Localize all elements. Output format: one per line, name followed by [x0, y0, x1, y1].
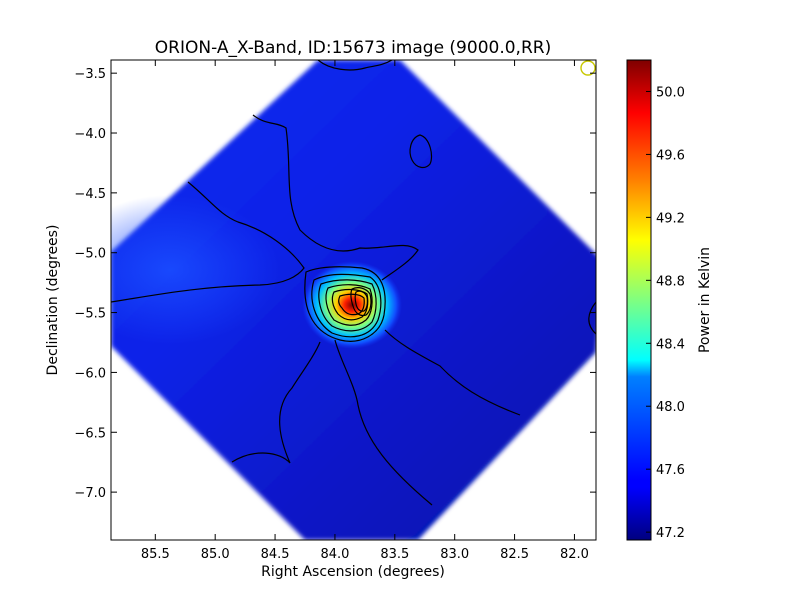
x-tick-label: 85.0 [201, 547, 230, 562]
x-tick-label: 85.5 [141, 547, 170, 562]
colorbar-tick-label: 49.6 [656, 148, 685, 163]
colorbar-tick-label: 47.6 [656, 463, 685, 478]
contour-line [318, 279, 377, 332]
y-tick-label: −4.0 [74, 127, 106, 142]
y-tick-label: −7.0 [74, 486, 106, 501]
x-tick-label: 83.0 [440, 547, 469, 562]
y-axis-ticks: −3.5 −4.0 −4.5 −5.0 −5.5 −6.0 −6.5 −7.0 [74, 67, 596, 501]
contour-line [111, 181, 305, 303]
x-axis-label: Right Ascension (degrees) [261, 564, 445, 580]
beam-marker [580, 60, 596, 76]
contour-line [325, 284, 373, 326]
contour-line [409, 134, 433, 169]
contour-line [317, 60, 393, 71]
colorbar-tick-label: 50.0 [656, 85, 685, 100]
y-tick-label: −6.0 [74, 366, 106, 381]
x-tick-label: 84.0 [320, 547, 349, 562]
y-tick-label: −4.5 [74, 187, 106, 202]
y-tick-label: −5.0 [74, 247, 106, 262]
contour-lines [111, 60, 596, 506]
colorbar-tick-label: 48.8 [656, 274, 685, 289]
colorbar-tick-label: 47.2 [656, 526, 685, 541]
heatmap-image [111, 60, 596, 540]
colorbar-label: Power in Kelvin [697, 247, 713, 353]
contour-line [252, 114, 419, 281]
x-tick-label: 82.0 [560, 547, 589, 562]
y-tick-label: −3.5 [74, 67, 106, 82]
y-axis-label: Declination (degrees) [45, 225, 61, 376]
plot-frame [110, 59, 597, 541]
contour-line [231, 341, 321, 464]
x-tick-label: 82.5 [500, 547, 529, 562]
contour-line [350, 287, 372, 317]
contour-line [311, 273, 382, 338]
x-tick-label: 84.5 [261, 547, 290, 562]
contour-line [334, 339, 433, 506]
x-axis-ticks: 85.5 85.0 84.5 84.0 83.5 83.0 82.5 82.0 [141, 60, 589, 562]
contour-line [354, 290, 368, 312]
y-tick-label: −5.5 [74, 307, 106, 322]
colorbar-ticks: 47.2 47.6 48.0 48.4 48.8 49.2 49.6 50.0 [646, 85, 685, 541]
source-emission [302, 261, 402, 349]
contour-line [588, 301, 596, 335]
colorbar [626, 59, 652, 541]
y-tick-label: −6.5 [74, 426, 106, 441]
x-tick-label: 83.5 [380, 547, 409, 562]
contour-line [384, 329, 521, 416]
colorbar-tick-label: 48.0 [656, 400, 685, 415]
chart-title: ORION-A_X-Band, ID:15673 image (9000.0,R… [155, 38, 551, 58]
colorbar-tick-label: 49.2 [656, 211, 685, 226]
colorbar-tick-label: 48.4 [656, 337, 685, 352]
contour-line [304, 266, 386, 342]
bright-region [111, 195, 280, 345]
